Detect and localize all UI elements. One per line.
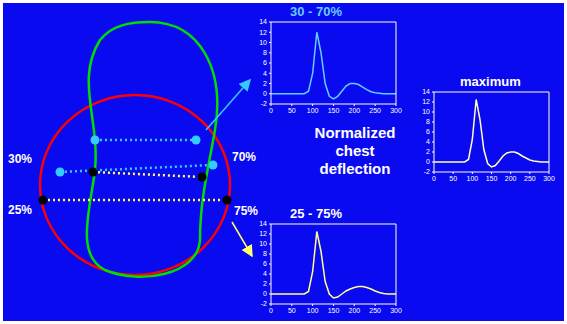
svg-text:300: 300: [543, 175, 555, 182]
svg-text:150: 150: [486, 175, 498, 182]
svg-text:250: 250: [369, 107, 381, 114]
svg-text:150: 150: [328, 307, 340, 314]
svg-text:0: 0: [426, 158, 430, 165]
html-text:Normalized chest deflection: Normalized chest deflection: [314, 124, 396, 177]
svg-text:8: 8: [263, 49, 267, 56]
svg-text:2: 2: [426, 148, 430, 155]
svg-text:0: 0: [269, 107, 273, 114]
svg-text:2: 2: [263, 280, 267, 287]
svg-text:300: 300: [390, 107, 402, 114]
svg-text:50: 50: [288, 307, 296, 314]
html-text:25%: 25%: [8, 203, 32, 217]
svg-text:300: 300: [390, 307, 402, 314]
svg-text:8: 8: [263, 250, 267, 257]
html-text:maximum: maximum: [460, 74, 521, 89]
svg-text:150: 150: [328, 107, 340, 114]
html-text:25 - 75%: 25 - 75%: [290, 206, 342, 221]
html-text:30%: 30%: [8, 152, 32, 166]
svg-text:12: 12: [259, 230, 267, 237]
svg-text:200: 200: [348, 107, 360, 114]
svg-text:-2: -2: [261, 100, 267, 107]
svg-text:200: 200: [505, 175, 517, 182]
svg-text:2: 2: [263, 80, 267, 87]
svg-text:4: 4: [263, 70, 267, 77]
svg-text:0: 0: [269, 307, 273, 314]
svg-text:0: 0: [432, 175, 436, 182]
svg-text:10: 10: [259, 240, 267, 247]
svg-text:12: 12: [422, 98, 430, 105]
svg-text:100: 100: [307, 307, 319, 314]
svg-text:0: 0: [263, 290, 267, 297]
svg-text:14: 14: [422, 88, 430, 95]
svg-text:50: 50: [449, 175, 457, 182]
svg-text:10: 10: [259, 39, 267, 46]
svg-text:100: 100: [466, 175, 478, 182]
svg-text:250: 250: [369, 307, 381, 314]
html-text:30 - 70%: 30 - 70%: [290, 4, 342, 19]
svg-text:14: 14: [259, 220, 267, 227]
svg-text:200: 200: [348, 307, 360, 314]
svg-text:12: 12: [259, 29, 267, 36]
svg-text:6: 6: [263, 59, 267, 66]
svg-text:8: 8: [426, 118, 430, 125]
svg-text:100: 100: [307, 107, 319, 114]
html-text:70%: 70%: [232, 150, 256, 164]
svg-text:-2: -2: [261, 300, 267, 307]
svg-text:10: 10: [422, 108, 430, 115]
svg-text:4: 4: [263, 270, 267, 277]
svg-text:4: 4: [426, 138, 430, 145]
html-text:75%: 75%: [234, 204, 258, 218]
svg-text:14: 14: [259, 18, 267, 25]
svg-text:-2: -2: [424, 168, 430, 175]
svg-text:250: 250: [524, 175, 536, 182]
svg-text:6: 6: [426, 128, 430, 135]
svg-text:0: 0: [263, 90, 267, 97]
svg-text:50: 50: [288, 107, 296, 114]
svg-text:6: 6: [263, 260, 267, 267]
